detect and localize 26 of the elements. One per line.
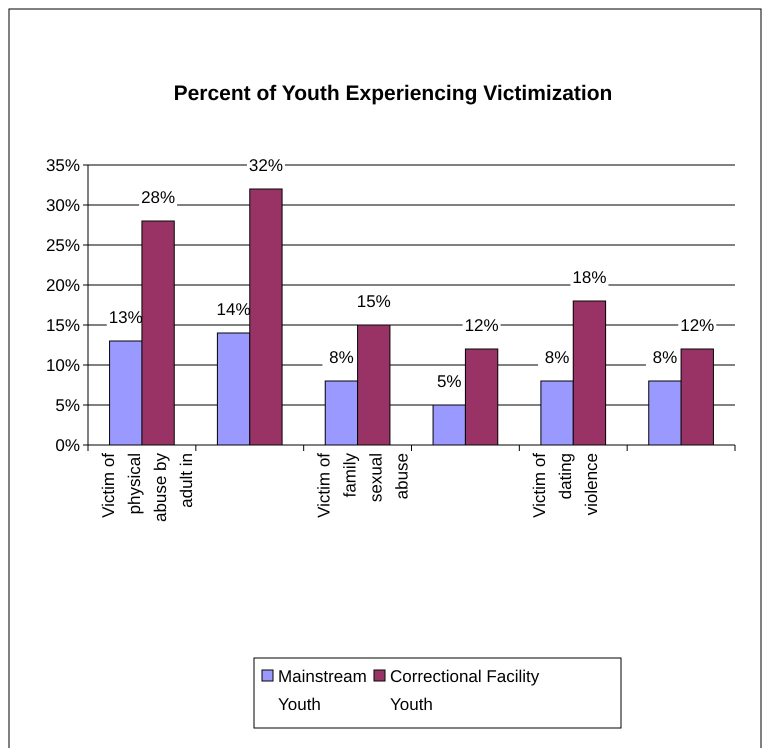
data-label: 13% bbox=[108, 308, 143, 327]
x-tick-label: Victim of physical abuse by adult in bbox=[98, 452, 196, 522]
data-label: 12% bbox=[680, 316, 714, 335]
data-label: 8% bbox=[329, 348, 354, 367]
y-tick-label: 30% bbox=[46, 196, 80, 215]
data-label: 14% bbox=[216, 300, 251, 319]
data-label: 18% bbox=[572, 268, 606, 287]
legend-label: Correctional Facility Youth bbox=[390, 666, 540, 714]
y-tick-label: 35% bbox=[46, 156, 80, 175]
y-tick-label: 10% bbox=[46, 356, 80, 375]
x-tick-label: Victim of family sexual abuse bbox=[314, 452, 412, 518]
data-label: 5% bbox=[436, 372, 462, 391]
y-tick-label: 25% bbox=[46, 236, 80, 255]
chart-title: Percent of Youth Experiencing Victimization bbox=[174, 82, 612, 105]
data-label: 15% bbox=[356, 292, 391, 311]
data-label: 8% bbox=[544, 348, 570, 367]
y-tick-label: 15% bbox=[46, 316, 80, 335]
legend-label: Mainstream Youth bbox=[278, 666, 367, 714]
data-label: 32% bbox=[248, 156, 283, 175]
data-label: 28% bbox=[141, 188, 176, 207]
data-label: 8% bbox=[652, 348, 678, 367]
y-tick-label: 0% bbox=[55, 436, 80, 455]
data-label: 12% bbox=[464, 316, 499, 335]
x-tick-label: Victim of dating violence bbox=[530, 452, 602, 518]
y-tick-label: 20% bbox=[46, 276, 80, 295]
y-tick-label: 5% bbox=[55, 396, 80, 415]
